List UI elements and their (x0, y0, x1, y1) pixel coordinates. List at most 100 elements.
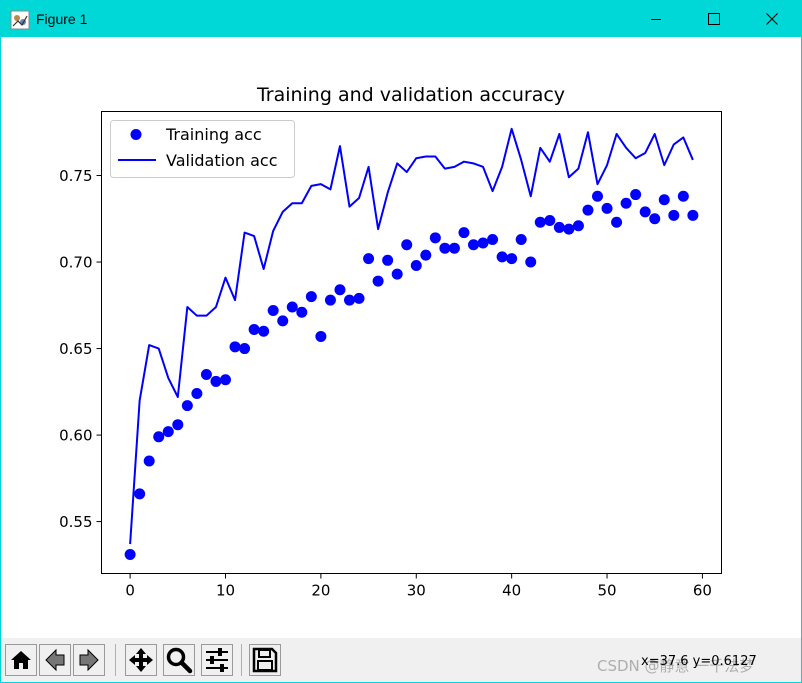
training-acc-point (172, 419, 184, 431)
training-acc-point (324, 294, 336, 306)
navigation-toolbar: CSDN @静意 一千法梦 x=37.6 y=0.6127 (1, 638, 801, 682)
legend-label-validation: Validation acc (166, 151, 278, 170)
x-tick-label: 40 (502, 582, 521, 600)
training-acc-point (143, 455, 155, 467)
pan-icon (129, 648, 153, 672)
training-acc-point (534, 216, 546, 228)
training-acc-point (191, 388, 203, 400)
x-tick-label: 30 (407, 582, 426, 600)
training-acc-point (649, 213, 661, 225)
training-acc-point (382, 254, 394, 266)
validation-series (129, 127, 694, 545)
pan-button[interactable] (125, 644, 157, 676)
back-button[interactable] (39, 644, 71, 676)
window-title: Figure 1 (36, 11, 88, 27)
chart-title: Training and validation accuracy (256, 84, 565, 106)
title-bar[interactable]: Figure 1 (1, 1, 801, 37)
x-tick-label: 60 (693, 582, 712, 600)
training-acc-point (220, 374, 231, 386)
x-tick-label: 50 (597, 582, 616, 600)
training-acc-point (429, 232, 441, 244)
training-acc-point (487, 234, 499, 246)
training-acc-point (181, 400, 193, 412)
training-acc-point (658, 194, 670, 206)
y-tick-label: 0.55 (59, 513, 92, 531)
training-acc-point (267, 304, 279, 316)
training-acc-point (420, 249, 432, 261)
training-acc-point (572, 220, 584, 232)
training-acc-point (391, 268, 403, 280)
training-acc-point (525, 256, 537, 268)
training-acc-point (153, 431, 165, 443)
watermark: CSDN @静意 一千法梦 (597, 657, 755, 675)
zoom-icon (166, 647, 193, 674)
y-tick-label: 0.75 (59, 167, 92, 185)
sliders-icon (206, 648, 228, 672)
training-acc-point (496, 251, 508, 263)
training-acc-point (458, 227, 470, 239)
cursor-coordinates: x=37.6 y=0.6127 (641, 654, 757, 669)
chart: Training and validation accuracy 0 10 20 30… (59, 84, 722, 600)
training-acc-point (544, 215, 556, 227)
training-acc-point (210, 375, 222, 387)
figure-canvas[interactable]: Training and validation accuracy 0 10 20 30… (1, 38, 801, 638)
training-acc-point (277, 315, 289, 327)
save-icon (252, 647, 278, 673)
training-acc-point (286, 301, 298, 313)
home-button[interactable] (5, 644, 37, 676)
y-tick-label: 0.65 (59, 340, 92, 358)
x-tick-label: 20 (311, 582, 330, 600)
training-acc-point (334, 284, 346, 296)
training-acc-point (553, 221, 565, 233)
training-acc-point (582, 204, 594, 216)
close-icon (766, 13, 778, 25)
plot-area (101, 111, 722, 574)
training-acc-point (344, 294, 355, 306)
training-acc-point (200, 369, 212, 381)
training-acc-point (677, 190, 689, 202)
training-acc-point (124, 548, 136, 560)
training-acc-point (639, 206, 651, 218)
training-acc-point (363, 253, 375, 265)
zoom-button[interactable] (163, 644, 195, 676)
training-acc-point (134, 488, 146, 500)
training-acc-point (239, 343, 251, 355)
training-acc-point (468, 239, 479, 251)
validation-acc-line (129, 127, 694, 545)
app-icon (10, 10, 30, 30)
y-axis: 0.55 0.60 0.65 0.70 0.75 (59, 167, 102, 531)
training-acc-point (439, 242, 451, 254)
training-acc-point (620, 197, 632, 209)
training-acc-point (601, 202, 613, 214)
forward-arrow-icon (79, 648, 99, 672)
training-acc-point (630, 189, 642, 201)
training-acc-point (229, 341, 241, 353)
training-acc-point (248, 324, 260, 336)
toolbar-separator (241, 644, 242, 676)
back-arrow-icon (45, 648, 65, 672)
training-acc-point (162, 426, 174, 438)
legend: Training acc Validation acc (110, 120, 295, 178)
training-acc-point (353, 292, 365, 304)
training-acc-point (687, 209, 699, 221)
x-tick-label: 10 (216, 582, 235, 600)
maximize-button[interactable] (685, 1, 743, 37)
close-button[interactable] (743, 1, 801, 37)
minimize-button[interactable] (627, 1, 685, 37)
home-icon (11, 651, 31, 669)
save-button[interactable] (249, 644, 281, 676)
configure-subplots-button[interactable] (201, 644, 233, 676)
training-acc-point (515, 234, 527, 246)
training-acc-point (305, 291, 317, 303)
training-series (124, 189, 699, 560)
training-acc-point (448, 242, 460, 254)
legend-label-training: Training acc (165, 125, 262, 144)
training-acc-point (611, 216, 623, 228)
forward-button[interactable] (73, 644, 105, 676)
minimize-icon (651, 19, 661, 20)
toolbar-separator (115, 644, 116, 676)
training-acc-point (668, 209, 680, 221)
training-acc-point (258, 325, 270, 337)
training-acc-point (592, 190, 603, 202)
